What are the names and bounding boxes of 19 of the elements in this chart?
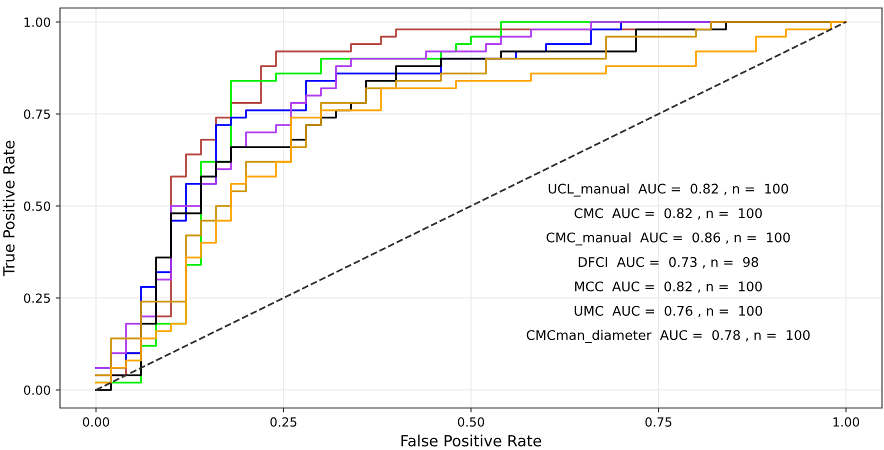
annotation: CMC AUC = 0.82 , n = 100 <box>574 208 762 220</box>
x-tick-label: 1.00 <box>833 417 860 427</box>
annotation: CMC_manual AUC = 0.86 , n = 100 <box>546 232 790 246</box>
x-tick-label: 0.25 <box>270 417 296 427</box>
x-tick-label: 0.50 <box>458 417 484 427</box>
y-axis-title: True Positive Rate <box>2 140 15 276</box>
x-tick-label: 0.00 <box>82 417 110 427</box>
y-tick-label: 0.00 <box>24 385 50 395</box>
y-tick-label: 1.00 <box>24 17 50 27</box>
x-axis-title: False Positive Rate <box>402 434 542 447</box>
y-tick-label: 0.25 <box>24 293 50 303</box>
annotation: CMCman_diameter AUC = 0.78 , n = 100 <box>526 330 810 343</box>
annotation: MCC AUC = 0.82 , n = 100 <box>575 281 762 293</box>
annotation: DFCI AUC = 0.73 , n = 98 <box>578 257 758 268</box>
x-tick-label: 0.75 <box>645 417 672 427</box>
annotation: UCL_manual AUC = 0.82 , n = 100 <box>548 183 788 197</box>
y-tick-label: 0.50 <box>24 201 50 211</box>
y-tick-label: 0.75 <box>24 109 50 119</box>
annotation: UMC AUC = 0.76 , n = 100 <box>574 306 762 318</box>
